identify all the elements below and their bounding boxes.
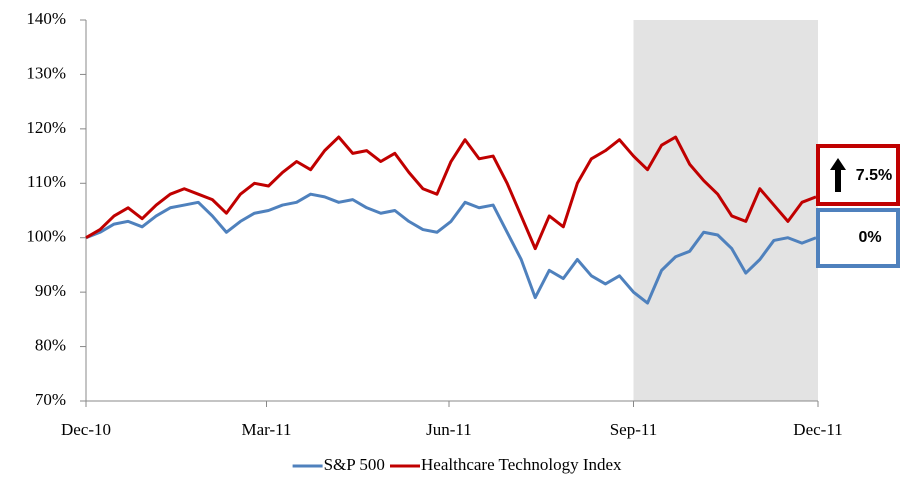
annotations: 7.5% 0% [816,144,900,268]
y-tick-label: 110% [27,172,66,191]
x-tick-label: Mar-11 [241,420,291,439]
y-tick-label: 140% [26,9,66,28]
x-tick-label: Dec-11 [793,420,842,439]
y-tick-label: 120% [26,118,66,137]
y-tick-label: 80% [35,335,66,354]
y-tick-label: 70% [35,390,66,409]
shaded-region [633,20,818,401]
y-tick-label: 130% [26,63,66,82]
annotation-text: 0% [858,229,881,246]
up-arrow [830,158,846,192]
x-tick-label: Dec-10 [61,420,111,439]
series-line [85,192,817,305]
annotation-box [816,208,900,268]
x-tick-label: Sep-11 [610,420,658,439]
y-tick-label: 90% [35,281,66,300]
x-tick-label: Jun-11 [426,420,472,439]
annotation-text: 7.5% [856,167,892,184]
annotation-box [816,144,900,206]
series-line [85,135,817,251]
legend-label: S&P 500 [324,455,385,474]
y-tick-label: 100% [26,227,66,246]
legend-label: Healthcare Technology Index [421,455,622,474]
